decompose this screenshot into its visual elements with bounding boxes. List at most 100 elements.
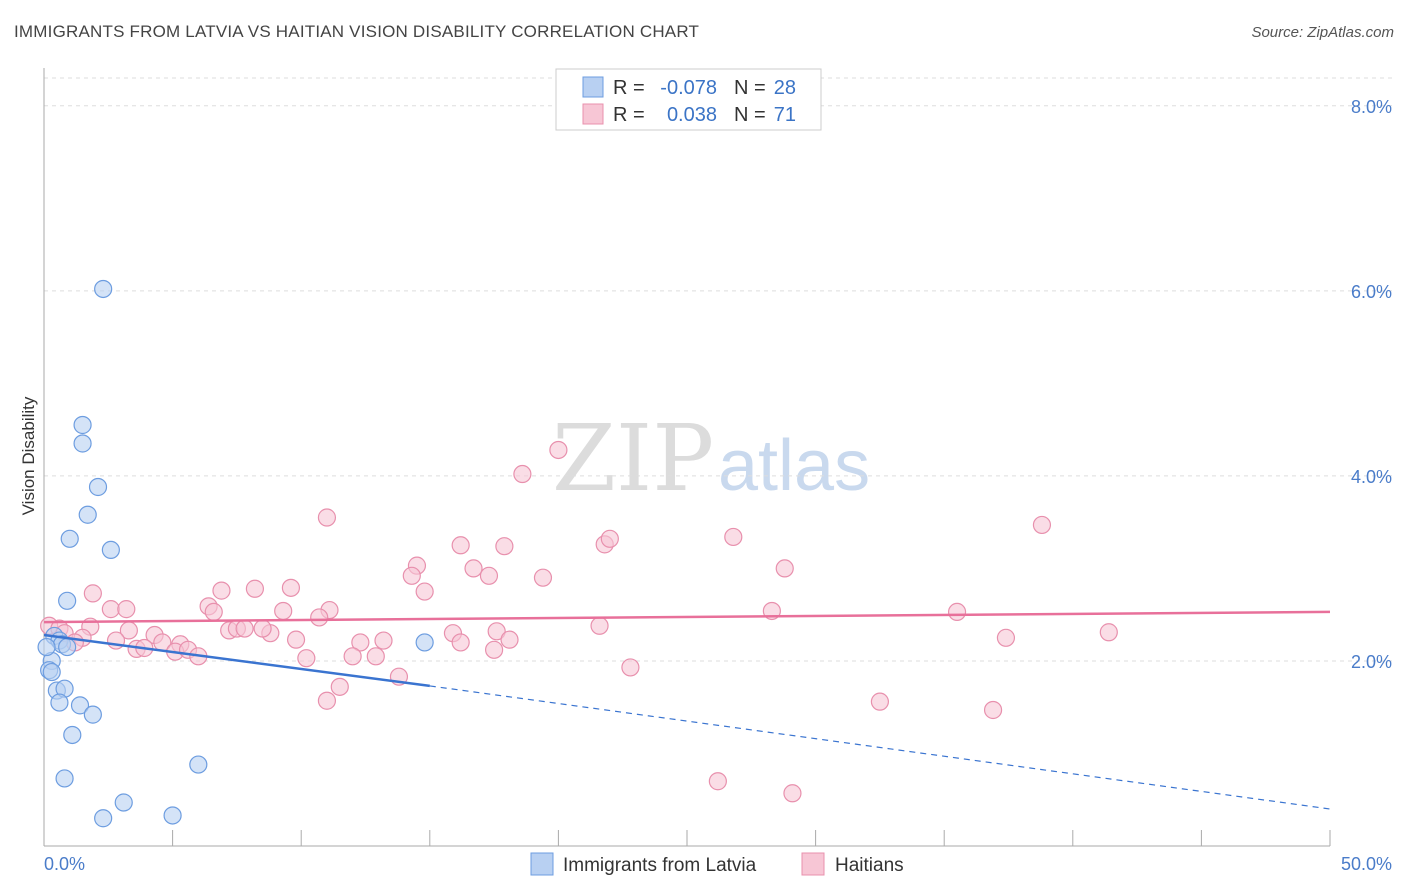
haitians-point — [495, 537, 514, 556]
x-tick-label-max: 50.0% — [1341, 854, 1392, 874]
latvia-point — [88, 477, 108, 497]
latvia-point — [78, 505, 97, 524]
haitians-trend-line — [43, 610, 1331, 624]
series-label-latvia: Immigrants from Latvia — [563, 855, 757, 876]
haitians-point — [117, 600, 136, 619]
legend-r-label-latvia: R = — [613, 77, 645, 99]
haitians-points — [40, 440, 1118, 803]
haitians-point — [996, 628, 1016, 647]
haitians-point — [402, 566, 421, 585]
haitians-point — [235, 619, 254, 638]
x-tick-label-min: 0.0% — [44, 854, 85, 874]
haitians-point — [621, 658, 640, 677]
legend-r-value-haitians: 0.038 — [667, 104, 717, 126]
legend-r-value-latvia: -0.078 — [660, 77, 717, 99]
latvia-trend-line — [43, 633, 430, 688]
legend-n-value-latvia: 28 — [774, 77, 796, 99]
haitians-point — [479, 566, 499, 585]
haitians-point — [351, 633, 370, 652]
haitians-point — [724, 527, 743, 547]
haitians-point — [274, 601, 293, 621]
y-axis-label: Vision Disability — [19, 396, 38, 515]
haitians-point — [487, 622, 506, 641]
latvia-point — [70, 696, 90, 715]
haitians-point — [343, 647, 362, 666]
haitians-point — [415, 582, 434, 601]
trend-lines — [43, 610, 1331, 810]
gridlines — [44, 77, 1392, 662]
haitians-point — [500, 630, 519, 649]
haitians-point — [317, 691, 337, 710]
series-swatch-haitians — [801, 852, 825, 876]
x-axis-ticks — [43, 830, 1331, 846]
haitians-point — [783, 784, 802, 803]
haitians-point — [485, 640, 504, 659]
stats-legend: R = -0.078 N = 28 R = 0.038 N = 71 — [555, 68, 822, 131]
haitians-point — [297, 649, 316, 668]
haitians-point — [281, 578, 301, 597]
series-legend: Immigrants from Latvia Haitians — [530, 852, 904, 876]
latvia-point — [189, 755, 208, 774]
haitians-point — [464, 559, 483, 578]
latvia-point — [42, 662, 61, 682]
watermark-atlas: atlas — [718, 426, 870, 506]
haitians-point — [374, 631, 393, 650]
watermark-zip: ZIP — [552, 405, 714, 512]
haitians-point — [1099, 623, 1118, 642]
legend-n-label-haitians: N = — [734, 104, 766, 126]
chart-title: IMMIGRANTS FROM LATVIA VS HAITIAN VISION… — [14, 22, 700, 41]
haitians-point — [204, 602, 223, 621]
haitians-point — [549, 440, 568, 460]
haitians-point — [451, 633, 470, 652]
latvia-point — [55, 769, 74, 788]
haitians-point — [245, 579, 265, 598]
y-tick-label: 2.0% — [1351, 652, 1392, 672]
latvia-point — [94, 809, 113, 828]
latvia-point — [415, 633, 434, 652]
haitians-point — [590, 616, 609, 635]
haitians-point — [286, 630, 306, 649]
series-label-haitians: Haitians — [835, 855, 904, 876]
latvia-point — [58, 637, 77, 657]
haitians-point — [947, 602, 967, 621]
latvia-point — [94, 279, 113, 299]
haitians-point — [253, 619, 272, 638]
haitians-point — [600, 529, 619, 548]
y-tick-label: 6.0% — [1351, 282, 1392, 302]
legend-r-label-haitians: R = — [613, 104, 645, 126]
y-tick-label: 4.0% — [1351, 467, 1392, 487]
latvia-point — [37, 637, 56, 657]
haitians-point — [983, 700, 1003, 720]
latvia-point — [58, 591, 77, 610]
latvia-point — [114, 793, 133, 812]
legend-swatch-haitians — [582, 103, 604, 125]
latvia-point — [101, 540, 120, 560]
haitians-point — [533, 568, 553, 587]
haitians-point — [451, 536, 470, 555]
haitians-point — [101, 600, 120, 619]
source-credit: Source: ZipAtlas.com — [1251, 24, 1394, 41]
latvia-point — [63, 725, 82, 745]
haitians-point — [317, 508, 337, 527]
haitians-point — [310, 608, 329, 627]
haitians-point — [83, 584, 102, 603]
legend-n-label-latvia: N = — [734, 77, 766, 99]
haitians-point — [870, 692, 890, 711]
legend-n-value-haitians: 71 — [774, 104, 796, 126]
latvia-trend-extension — [429, 685, 1331, 810]
haitians-point — [366, 647, 385, 666]
haitians-point — [1032, 515, 1052, 535]
haitians-point — [775, 559, 794, 578]
legend-swatch-latvia — [582, 76, 604, 98]
latvia-point — [73, 415, 92, 435]
y-tick-label: 8.0% — [1351, 97, 1392, 117]
haitians-point — [708, 772, 727, 791]
latvia-point — [73, 434, 92, 453]
latvia-point — [60, 529, 79, 548]
latvia-points — [37, 279, 434, 828]
y-tick-labels: 2.0% 4.0% 6.0% 8.0% — [1351, 97, 1392, 672]
haitians-point — [330, 677, 349, 696]
haitians-point — [513, 464, 532, 484]
latvia-point — [163, 806, 182, 825]
